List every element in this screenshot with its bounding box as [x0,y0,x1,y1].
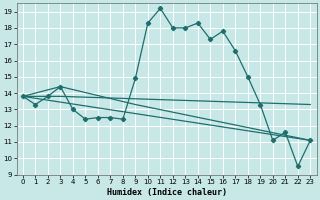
X-axis label: Humidex (Indice chaleur): Humidex (Indice chaleur) [107,188,227,197]
